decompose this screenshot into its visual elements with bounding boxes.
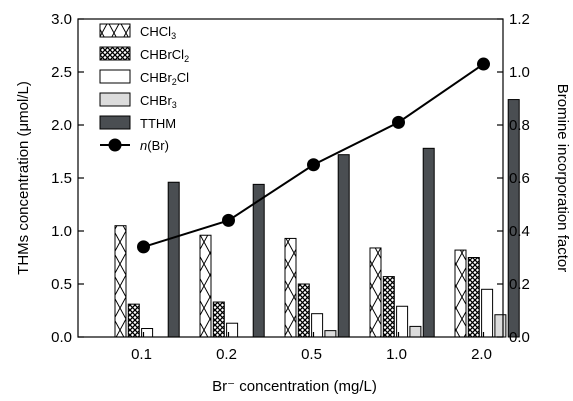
y2-tick-label: 1.2 [509, 11, 530, 28]
bar-cross-4 [454, 249, 467, 338]
legend-label: CHBrCl2 [140, 47, 189, 64]
y-axis-label: THMs concentration (μmol/L) [15, 81, 32, 275]
bar-dense-cross-0 [127, 303, 140, 338]
y2-axis-label: Bromine incorporation factor [554, 84, 571, 272]
x-tick-label: 0.1 [131, 346, 152, 363]
bar-white-4 [481, 288, 494, 338]
bar-cross-0 [114, 225, 127, 338]
bar-cross-2 [284, 237, 297, 338]
y-tick-label: 1.5 [51, 170, 72, 187]
n-br-point-1 [222, 213, 235, 227]
bar-dark-gray-4 [507, 99, 520, 338]
y-tick-label: 0.5 [51, 276, 72, 293]
n-br-point-4 [477, 57, 490, 71]
legend-label: CHCl3 [140, 24, 176, 41]
y-tick-label: 0.0 [51, 329, 72, 346]
y-tick-label: 2.0 [51, 117, 72, 134]
bar-dark-gray-2 [337, 154, 350, 338]
y-tick-label: 3.0 [51, 11, 72, 28]
legend-label: CHBr3 [140, 93, 177, 110]
legend-label-n-br: n(Br) [140, 138, 169, 153]
n-br-point-0 [137, 240, 150, 254]
x-axis-label: Br⁻ concentration (mg/L) [212, 378, 377, 395]
x-tick-label: 0.2 [216, 346, 237, 363]
n-br-point-2 [307, 158, 320, 172]
y-tick-label: 2.5 [51, 64, 72, 81]
y2-tick-label: 1.0 [509, 64, 530, 81]
bar-dense-cross-1 [212, 301, 225, 338]
legend-point-swatch [108, 138, 122, 152]
y2-tick-label: 0.2 [509, 276, 530, 293]
bar-light-gray-4 [494, 314, 507, 338]
legend-label: CHBr2Cl [140, 70, 189, 87]
bar-light-gray-3 [409, 325, 422, 338]
bar-dark-gray-1 [252, 183, 265, 338]
legend-swatch-light-gray [99, 92, 131, 107]
y-tick-label: 1.0 [51, 223, 72, 240]
n-br-point-3 [392, 115, 405, 129]
legend-swatch-dark-gray [99, 115, 131, 130]
bar-dense-cross-4 [467, 257, 480, 338]
y2-tick-label: 0.0 [509, 329, 530, 346]
bar-dense-cross-3 [382, 276, 395, 338]
bar-light-gray-2 [324, 330, 337, 338]
legend-swatch-white [99, 69, 131, 84]
y2-tick-label: 0.6 [509, 170, 530, 187]
legend-swatch-cross [99, 23, 131, 38]
bar-dense-cross-2 [297, 283, 310, 338]
bar-dark-gray-3 [422, 147, 435, 338]
bar-cross-3 [369, 247, 382, 338]
y2-tick-label: 0.4 [509, 223, 530, 240]
y2-tick-label: 0.8 [509, 117, 530, 134]
x-tick-label: 2.0 [471, 346, 492, 363]
x-tick-label: 1.0 [386, 346, 407, 363]
x-tick-label: 0.5 [301, 346, 322, 363]
legend-swatch-dense-cross [99, 46, 131, 61]
bar-dark-gray-0 [167, 181, 180, 338]
bar-cross-1 [199, 234, 212, 338]
legend-label: TTHM [140, 116, 176, 131]
